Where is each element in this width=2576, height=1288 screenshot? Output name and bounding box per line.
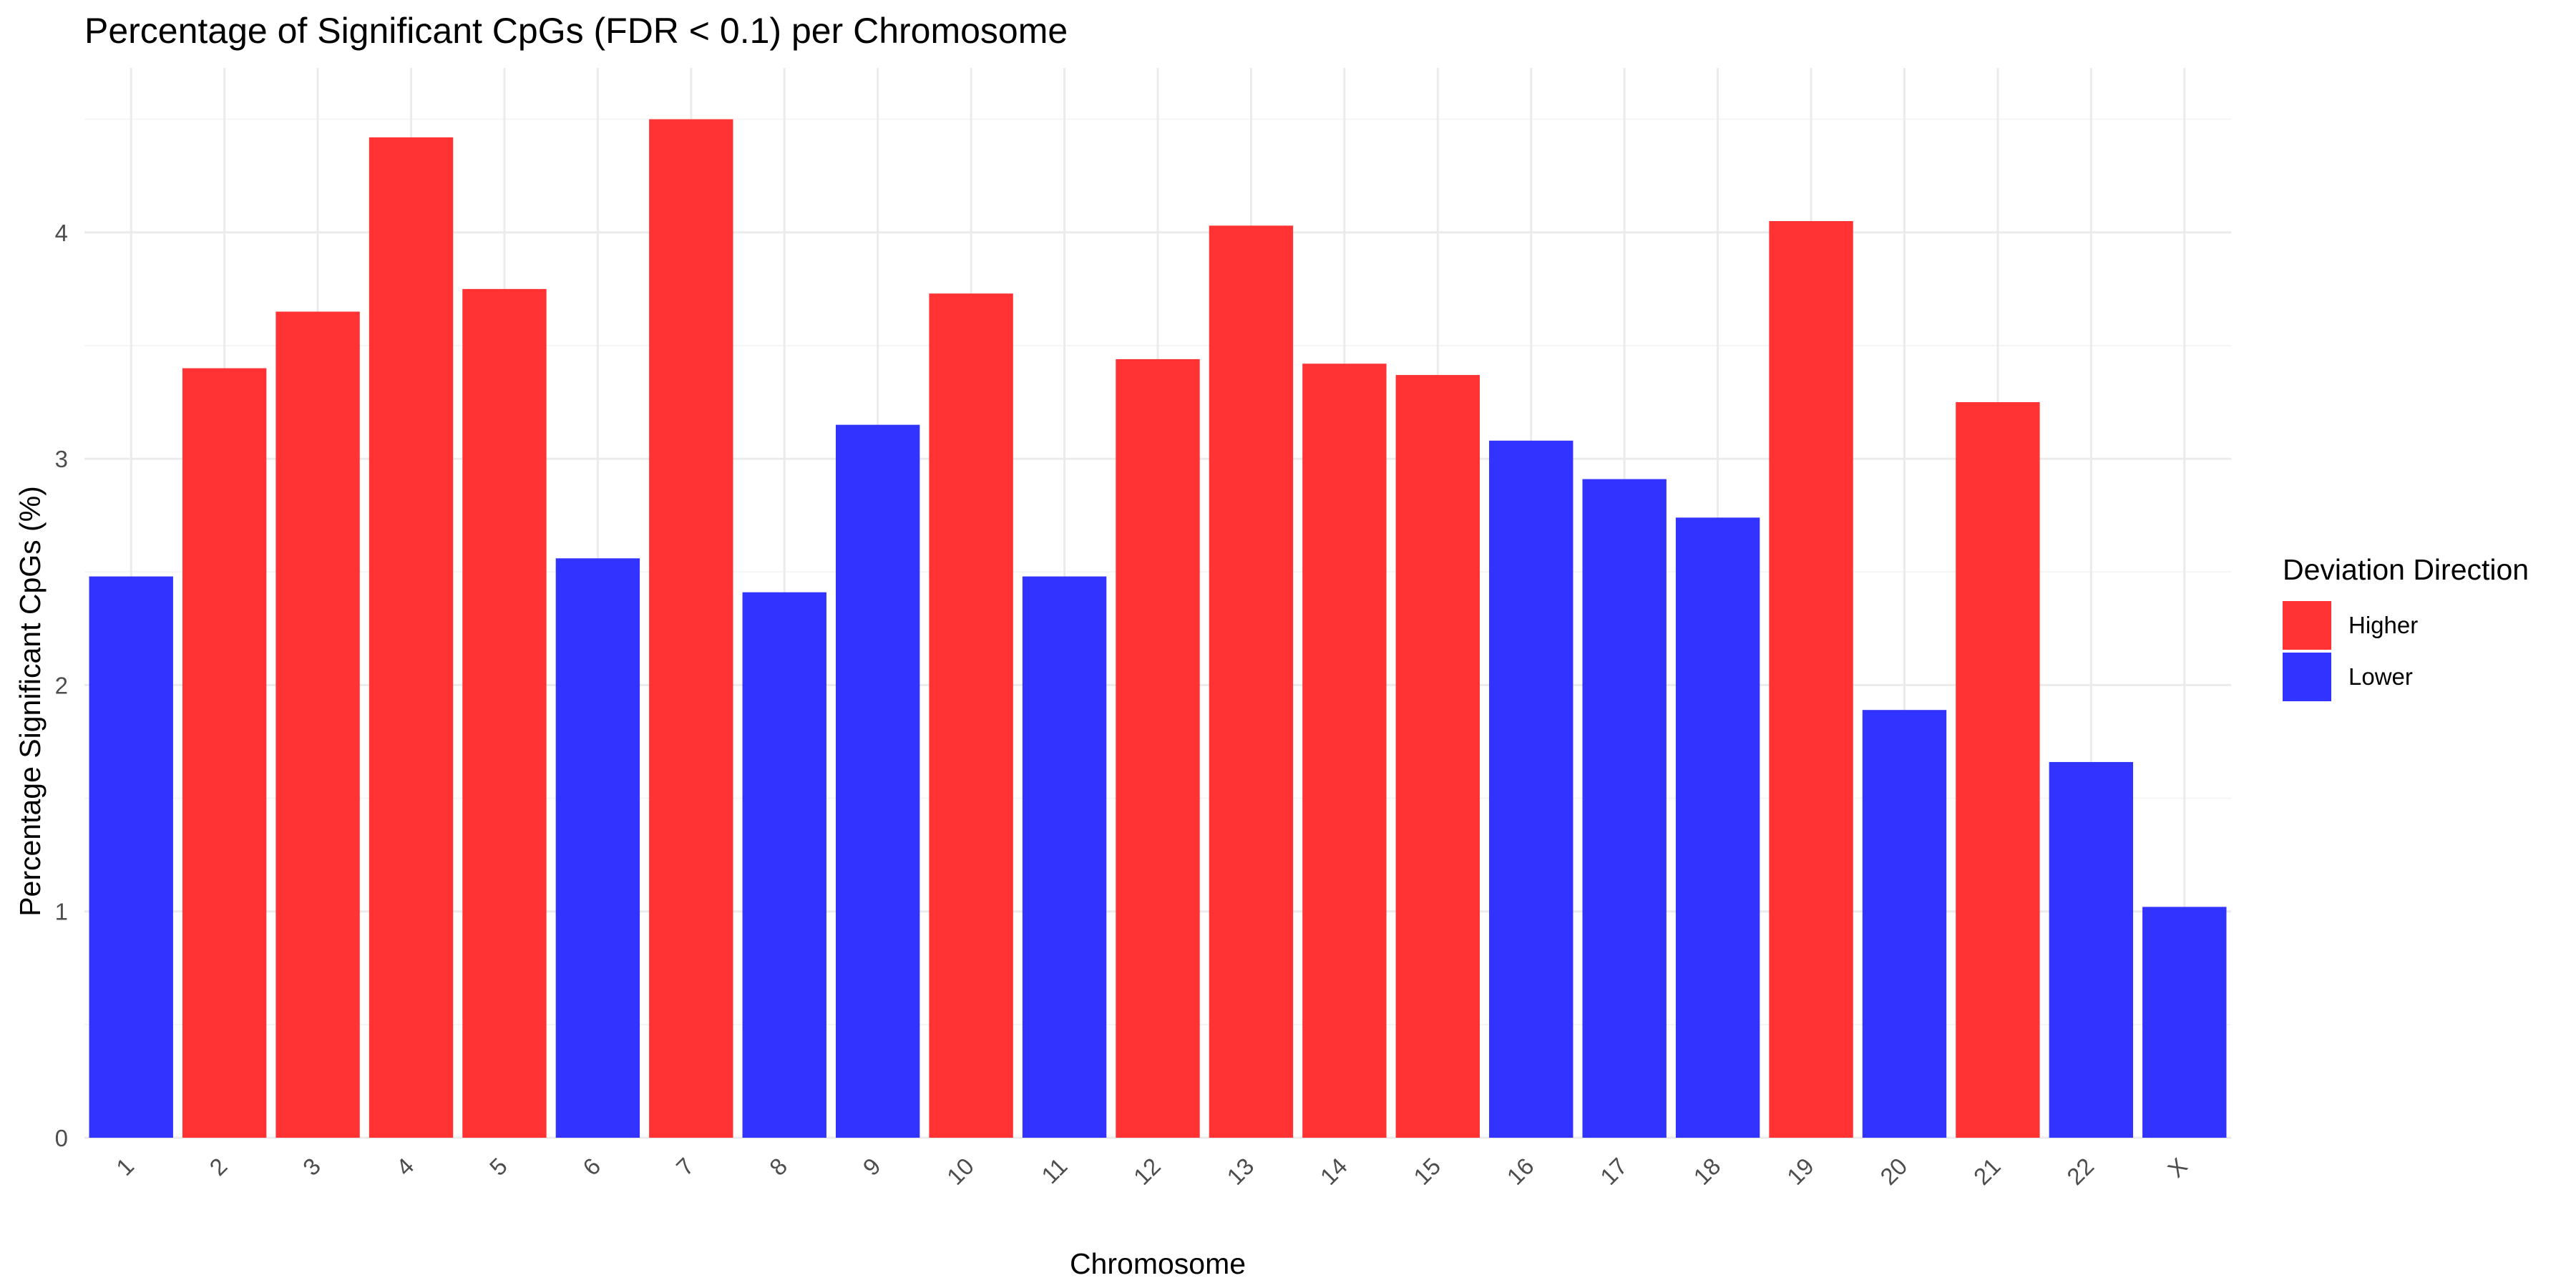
bar-chr-5 [462, 288, 547, 1138]
x-tick-label: 18 [1688, 1153, 1725, 1190]
x-tick-label: 13 [1221, 1153, 1259, 1190]
x-tick-label: 16 [1502, 1153, 1539, 1190]
x-tick-label: 21 [1968, 1153, 2006, 1190]
bar-chr-4 [369, 137, 454, 1138]
y-tick-labels: 0 1 2 3 4 [55, 220, 68, 1151]
x-tick-label: 9 [858, 1153, 886, 1181]
x-tick-label: 11 [1036, 1153, 1072, 1189]
x-tick-label: 1 [111, 1153, 139, 1181]
bar-chr-13 [1209, 225, 1294, 1138]
bar-chr-8 [742, 592, 826, 1138]
bar-chr-1 [89, 576, 173, 1138]
x-tick-label: 15 [1408, 1153, 1445, 1190]
x-tick-label: 10 [942, 1153, 979, 1190]
x-axis-title: Chromosome [1070, 1247, 1246, 1280]
x-tick-label: 14 [1315, 1153, 1352, 1190]
chart-title: Percentage of Significant CpGs (FDR < 0.… [84, 11, 1068, 51]
x-tick-label: 19 [1782, 1153, 1819, 1190]
x-tick-label: X [2162, 1153, 2192, 1183]
y-tick-label: 2 [55, 672, 68, 698]
x-tick-label: 3 [298, 1153, 326, 1181]
x-tick-label: 20 [1875, 1153, 1912, 1190]
x-tick-label: 8 [764, 1153, 792, 1181]
bar-chr-6 [555, 558, 640, 1138]
y-tick-label: 1 [55, 899, 68, 925]
bar-chr-10 [929, 293, 1013, 1138]
y-tick-label: 0 [55, 1125, 68, 1151]
legend-key-higher [2283, 601, 2331, 650]
x-tick-label: 12 [1128, 1153, 1166, 1190]
x-tick-label: 2 [204, 1153, 232, 1181]
bar-chr-19 [1769, 220, 1853, 1138]
x-tick-label: 7 [671, 1153, 699, 1181]
bar-chr-22 [2049, 761, 2134, 1138]
bar-chr-3 [275, 311, 360, 1138]
y-tick-label: 4 [55, 220, 68, 246]
bar-chr-17 [1582, 479, 1667, 1138]
bar-chr-15 [1395, 375, 1480, 1138]
bar-chr-12 [1116, 358, 1200, 1138]
legend-items: Higher Lower [2283, 601, 2418, 701]
bar-chr-11 [1022, 576, 1107, 1138]
bar-chr-16 [1489, 440, 1574, 1138]
bar-chr-7 [649, 119, 733, 1138]
x-tick-label: 6 [577, 1153, 605, 1181]
legend-label: Higher [2348, 612, 2418, 638]
y-axis-title: Percentage Significant CpGs (%) [14, 486, 47, 917]
bar-chr-18 [1675, 517, 1760, 1138]
bar-chr-9 [836, 424, 920, 1138]
x-tick-labels: 1 2 3 4 5 6 7 8 9 10 11 12 13 14 15 16 17 18 19 20 21 22 X [111, 1153, 2192, 1190]
x-tick-label: 17 [1595, 1153, 1632, 1190]
x-tick-label: 5 [484, 1153, 512, 1181]
bar-chr-20 [1862, 710, 1947, 1138]
bars [89, 119, 2227, 1138]
y-tick-label: 3 [55, 446, 68, 472]
x-tick-label: 22 [2062, 1153, 2099, 1190]
legend: Deviation Direction Higher Lower [2283, 553, 2529, 701]
bar-chr-X [2142, 907, 2227, 1138]
legend-key-lower [2283, 653, 2331, 701]
x-tick-label: 4 [391, 1153, 419, 1181]
bar-chr-14 [1302, 364, 1387, 1138]
legend-title: Deviation Direction [2283, 553, 2529, 586]
legend-label: Lower [2348, 663, 2413, 690]
bar-chr-2 [182, 368, 267, 1138]
bar-chr-21 [1956, 402, 2040, 1138]
